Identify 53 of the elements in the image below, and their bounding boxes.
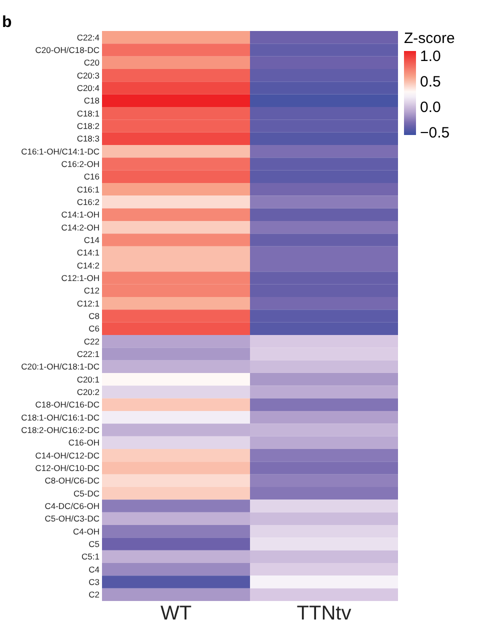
y-tick-label: C18 xyxy=(84,96,100,106)
y-tick-label: C16:2 xyxy=(76,197,100,207)
y-tick-label: C14:2-OH xyxy=(61,222,100,232)
y-tick-label: C20:2 xyxy=(76,387,100,397)
y-tick-label: C18-OH/C16-DC xyxy=(35,400,100,410)
y-tick-label: C16:1 xyxy=(76,184,100,194)
y-tick-label: C5-OH/C3-DC xyxy=(44,514,100,524)
y-tick-label: C18:1-OH/C16:1-DC xyxy=(21,412,100,422)
y-tick-label: C5-DC xyxy=(74,488,100,498)
color-bar-label: −0.5 xyxy=(420,124,450,142)
y-tick-label: C14 xyxy=(84,235,100,245)
y-tick-label: C18:1 xyxy=(76,108,100,118)
y-tick-label: C12:1-OH xyxy=(61,273,100,283)
y-tick-label: C20:4 xyxy=(76,83,100,93)
y-tick-label: C6 xyxy=(88,324,100,334)
color-bar-label: 0.5 xyxy=(420,74,441,91)
y-tick-label: C22:4 xyxy=(76,32,100,42)
y-tick-label: C3 xyxy=(88,577,100,587)
y-tick-label: C20-OH/C18-DC xyxy=(35,45,100,55)
y-tick-label: C22 xyxy=(84,336,100,346)
y-tick-label: C14:1-OH xyxy=(61,210,100,220)
y-tick-label: C14-OH/C12-DC xyxy=(35,450,100,460)
y-tick-label: C20:1-OH/C18:1-DC xyxy=(21,362,100,372)
y-tick-label: C2 xyxy=(88,590,100,600)
y-tick-label: C8-OH/C6-DC xyxy=(44,476,100,486)
y-tick-label: C18:2-OH/C16:2-DC xyxy=(21,425,100,435)
y-tick-label: C4-OH xyxy=(73,526,100,536)
y-tick-label: C16 xyxy=(84,172,100,182)
y-tick-label: C22:1 xyxy=(76,349,100,359)
y-tick-label: C4 xyxy=(88,564,100,574)
y-tick-label: C18:3 xyxy=(76,134,100,144)
y-tick-label: C16:2-OH xyxy=(61,159,100,169)
y-tick-label: C5 xyxy=(88,539,100,549)
y-tick-label: C14:1 xyxy=(76,248,100,258)
x-tick-label: TTNtv xyxy=(296,602,352,624)
y-tick-label: C20:3 xyxy=(76,70,100,80)
y-tick-label: C8 xyxy=(88,311,100,321)
color-bar-label: 1.0 xyxy=(420,48,441,66)
y-tick-label: C12-OH/C10-DC xyxy=(35,463,100,473)
y-tick-label: C12 xyxy=(84,286,100,296)
x-tick-label: WT xyxy=(160,602,192,624)
y-tick-label: C20:1 xyxy=(76,374,100,384)
y-tick-label: C14:2 xyxy=(76,260,100,270)
color-bar-title: Z-score xyxy=(404,30,455,47)
y-tick-label: C12:1 xyxy=(76,298,100,308)
color-bar-label: 0.0 xyxy=(420,99,441,116)
text: b xyxy=(2,14,12,31)
y-tick-label: C4-DC/C6-OH xyxy=(44,501,100,511)
y-tick-label: C5:1 xyxy=(82,552,100,562)
y-tick-label: C16:1-OH/C14:1-DC xyxy=(21,146,100,156)
y-tick-label: C20 xyxy=(84,58,100,68)
y-tick-label: C16-OH xyxy=(68,438,100,448)
y-tick-label: C18:2 xyxy=(76,121,100,131)
